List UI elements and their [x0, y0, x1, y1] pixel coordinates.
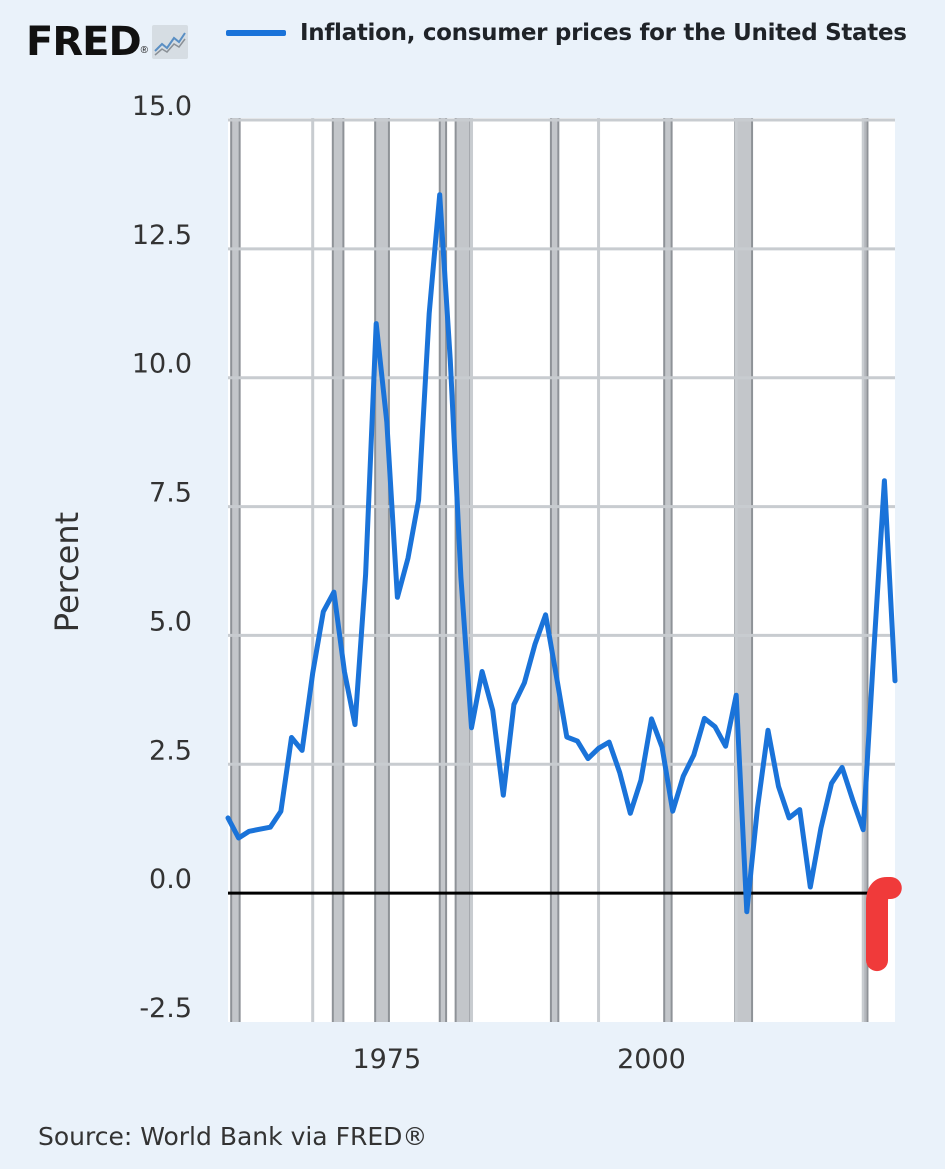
recession-band [439, 118, 447, 1022]
data-point [227, 817, 229, 819]
legend-swatch [226, 30, 286, 36]
registered-mark: ® [140, 45, 149, 56]
data-point [460, 576, 462, 578]
data-point [375, 323, 377, 325]
data-point [322, 611, 324, 613]
data-point [725, 745, 727, 747]
x-axis-ticks: 1975 2000 [352, 1044, 685, 1075]
data-point [799, 809, 801, 811]
data-point [492, 709, 494, 711]
data-point [788, 817, 790, 819]
data-point [746, 911, 748, 913]
plot-area [228, 118, 895, 1022]
data-point [629, 812, 631, 814]
data-point [354, 724, 356, 726]
data-point [481, 671, 483, 673]
data-point [333, 591, 335, 593]
fred-logo-text: FRED [26, 19, 142, 65]
data-point [820, 827, 822, 829]
chart-legend: Inflation, consumer prices for the Unite… [226, 20, 907, 46]
data-point [756, 808, 758, 810]
data-point [502, 794, 504, 796]
data-point [661, 746, 663, 748]
recession-band [664, 118, 672, 1022]
data-point [883, 480, 885, 482]
data-point [471, 727, 473, 729]
red-highlight-mark [866, 876, 902, 972]
y-tick-label: 7.5 [149, 478, 192, 509]
recession-band [332, 118, 344, 1022]
data-point [343, 671, 345, 673]
data-points [227, 194, 896, 913]
data-point [672, 810, 674, 812]
data-point [576, 740, 578, 742]
y-axis-label: Percent [48, 512, 86, 632]
data-point [407, 557, 409, 559]
data-point [449, 360, 451, 362]
data-point [841, 766, 843, 768]
data-point [523, 682, 525, 684]
data-point [291, 736, 293, 738]
data-point [873, 650, 875, 652]
recession-band [231, 118, 240, 1022]
data-point [767, 729, 769, 731]
data-point [545, 614, 547, 616]
data-point [248, 830, 250, 832]
data-point [650, 718, 652, 720]
data-point [312, 672, 314, 674]
data-point [534, 643, 536, 645]
data-point [396, 596, 398, 598]
data-point [598, 747, 600, 749]
data-point [280, 810, 282, 812]
recession-bands [228, 118, 895, 1022]
inflation-chart: 15.0 12.5 10.0 7.5 5.0 2.5 0.0 -2.5 1975 2000 Pe… [48, 91, 902, 1075]
data-point [862, 829, 864, 831]
data-point [269, 826, 271, 828]
data-point [640, 779, 642, 781]
y-axis-ticks: 15.0 12.5 10.0 7.5 5.0 2.5 0.0 -2.5 [132, 91, 192, 1024]
data-point [703, 717, 705, 719]
y-tick-label: -2.5 [139, 993, 192, 1024]
y-tick-label: 0.0 [149, 864, 192, 895]
data-point [735, 694, 737, 696]
data-point [693, 754, 695, 756]
data-point [259, 828, 261, 830]
data-point [418, 499, 420, 501]
data-point [238, 837, 240, 839]
data-point [830, 782, 832, 784]
data-point [365, 574, 367, 576]
data-point [566, 736, 568, 738]
data-point [513, 703, 515, 705]
y-tick-label: 15.0 [132, 91, 192, 122]
fred-logo[interactable]: FRED ® [26, 19, 189, 65]
recession-band [864, 118, 868, 1022]
data-point [894, 680, 896, 682]
x-tick-label: 1975 [352, 1044, 421, 1075]
data-point [682, 775, 684, 777]
recession-band [375, 118, 389, 1022]
data-point [555, 674, 557, 676]
y-tick-label: 2.5 [149, 735, 192, 766]
inflation-series-line [225, 192, 898, 915]
y-tick-label: 5.0 [149, 606, 192, 637]
data-point [428, 312, 430, 314]
data-point [608, 741, 610, 743]
source-note: Source: World Bank via FRED® [38, 1122, 428, 1151]
y-tick-label: 10.0 [132, 349, 192, 380]
data-point [852, 799, 854, 801]
data-point [714, 726, 716, 728]
data-point [809, 886, 811, 888]
legend-series-label: Inflation, consumer prices for the Unite… [300, 20, 907, 46]
trend-chart-icon [152, 25, 189, 59]
y-tick-label: 12.5 [132, 220, 192, 251]
data-point [439, 194, 441, 196]
recession-band [550, 118, 559, 1022]
data-point [778, 785, 780, 787]
data-point [619, 772, 621, 774]
data-point [386, 421, 388, 423]
x-tick-label: 2000 [617, 1044, 686, 1075]
data-point [587, 758, 589, 760]
data-point [301, 749, 303, 751]
